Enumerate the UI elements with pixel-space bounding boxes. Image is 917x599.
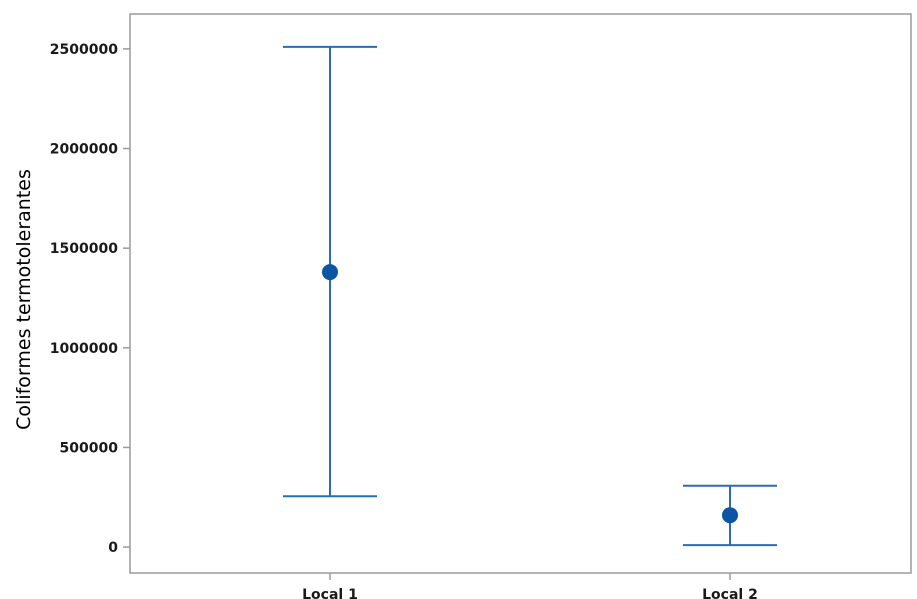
data-marks (283, 45, 777, 547)
y-tick-label: 0 (108, 540, 118, 556)
errorbar-2 (683, 484, 777, 547)
y-tick-label: 500000 (60, 440, 119, 456)
y-tick-label: 1000000 (50, 341, 118, 357)
x-tick-label: Local 2 (702, 587, 758, 599)
plot-frame (129, 13, 912, 574)
errorbar-1 (283, 45, 377, 498)
y-tick-label: 1500000 (50, 241, 118, 257)
x-axis: Local 1 Local 2 (302, 573, 758, 599)
mean-point (322, 264, 338, 281)
mean-point (722, 507, 738, 524)
y-tick-label: 2000000 (50, 142, 118, 158)
y-tick-label: 2500000 (50, 42, 118, 58)
x-tick-label: Local 1 (302, 587, 358, 599)
plot-area: 0 500000 1000000 1500000 2000000 2500000 Loca… (50, 13, 912, 599)
y-axis-title: Coliformes termotolerantes (13, 169, 35, 430)
y-axis: 0 500000 1000000 1500000 2000000 2500000 (50, 42, 130, 556)
